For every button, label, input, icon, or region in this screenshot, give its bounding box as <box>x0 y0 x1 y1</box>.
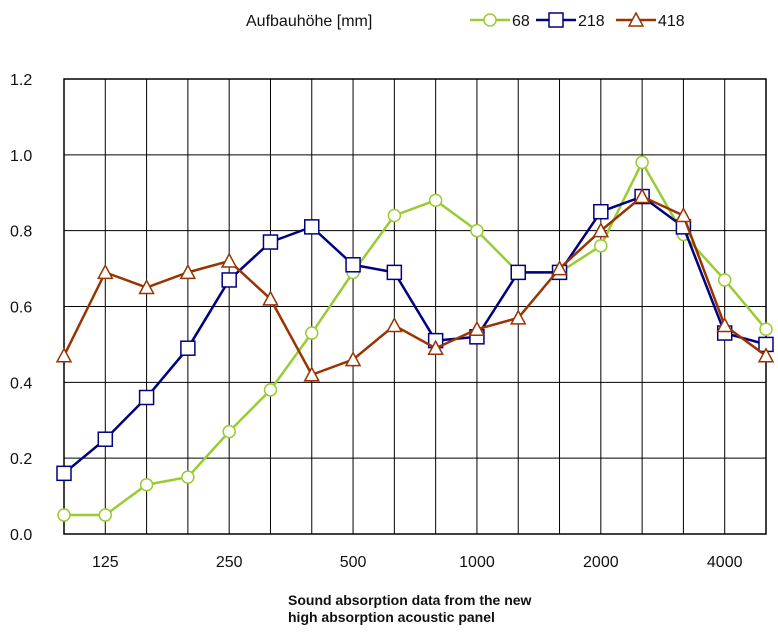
triangle-marker <box>344 351 362 367</box>
square-marker <box>138 389 155 406</box>
legend-title: Aufbauhöhe [mm] <box>246 13 372 30</box>
chart-caption: Sound absorption data from the new high … <box>288 592 708 626</box>
circle-marker <box>635 155 649 170</box>
x-tick-label: 1000 <box>459 554 495 571</box>
circle-marker <box>483 13 497 27</box>
square-marker <box>56 465 72 482</box>
circle-marker <box>717 273 732 287</box>
caption-line-2: high absorption acoustic panel <box>288 609 495 625</box>
triangle-marker <box>303 366 321 382</box>
legend-label-418: 418 <box>658 13 685 30</box>
series-line-218 <box>63 195 767 475</box>
y-tick-label: 0.2 <box>10 451 32 468</box>
square-marker <box>386 264 403 281</box>
y-tick-label: 0.8 <box>10 224 32 241</box>
legend-label-218: 218 <box>578 13 605 30</box>
legend-label-68: 68 <box>512 13 530 30</box>
circle-marker <box>305 326 319 340</box>
triangle-marker <box>220 252 238 268</box>
square-marker <box>593 203 609 220</box>
circle-marker <box>470 223 484 238</box>
x-tick-label: 4000 <box>707 554 743 571</box>
y-tick-label: 0.0 <box>10 527 32 544</box>
triangle-marker <box>592 222 610 238</box>
triangle-marker <box>716 316 733 333</box>
triangle-marker <box>551 260 568 276</box>
plot-area: 0.0 0.2 0.4 0.6 0.8 1.0 1.2 125 250 500 1000 2000 40… <box>10 72 775 571</box>
square-marker <box>548 12 564 28</box>
circle-marker <box>759 322 773 336</box>
x-tick-label: 250 <box>216 554 243 571</box>
triangle-marker <box>509 309 527 325</box>
y-tick-label: 0.4 <box>10 375 32 392</box>
triangle-marker <box>97 263 114 280</box>
y-tick-label: 1.2 <box>10 72 32 89</box>
circle-marker <box>181 470 195 484</box>
x-tick-label: 500 <box>340 554 367 571</box>
triangle-marker <box>386 316 403 333</box>
square-marker <box>221 272 237 288</box>
triangle-marker <box>757 347 775 363</box>
square-marker <box>510 264 526 281</box>
square-marker <box>262 234 279 250</box>
caption-line-1: Sound absorption data from the new <box>288 592 532 608</box>
square-marker <box>97 431 114 447</box>
triangle-marker <box>55 347 73 363</box>
y-tick-label: 1.0 <box>10 148 32 165</box>
triangle-marker <box>627 11 645 27</box>
series-line-68 <box>64 159 767 517</box>
circle-marker <box>387 208 402 223</box>
square-marker <box>180 340 196 356</box>
triangle-marker <box>633 187 651 204</box>
y-tick-label: 0.6 <box>10 300 32 317</box>
circle-marker <box>594 239 608 253</box>
triangle-marker <box>179 263 197 280</box>
triangle-marker <box>138 278 155 295</box>
circle-marker <box>263 383 278 397</box>
triangle-marker <box>675 206 692 223</box>
x-tick-label: 125 <box>92 554 119 571</box>
square-marker <box>304 219 320 235</box>
series-line-418 <box>62 195 767 377</box>
plot-border <box>63 78 767 535</box>
circle-marker <box>428 193 443 208</box>
triangle-marker <box>468 320 486 336</box>
square-marker <box>345 257 361 273</box>
circle-marker <box>98 508 113 522</box>
triangle-marker <box>262 290 279 306</box>
triangle-marker <box>427 339 444 355</box>
circle-marker <box>139 477 154 492</box>
legend: 68 218 418 <box>470 11 685 30</box>
circle-marker <box>222 424 236 439</box>
x-tick-label: 2000 <box>583 554 619 571</box>
circle-marker <box>57 508 71 522</box>
